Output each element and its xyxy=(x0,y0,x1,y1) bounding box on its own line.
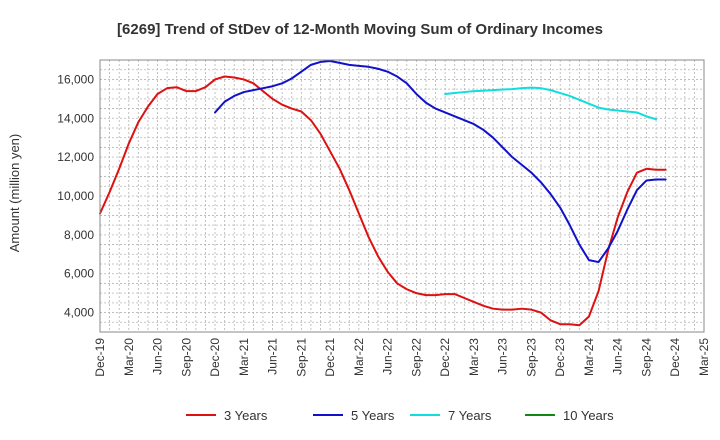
y-tick-label: 16,000 xyxy=(57,72,94,86)
y-tick-labels: 4,000 6,000 8,000 10,000 12,000 14,000 16,000 xyxy=(57,72,94,319)
y-tick-label: 14,000 xyxy=(57,111,94,125)
series-line-5-years xyxy=(214,59,667,264)
legend-label-7-years: 7 Years xyxy=(448,408,492,423)
grid-layer xyxy=(99,59,705,333)
x-tick-label: Sep-24 xyxy=(639,338,653,377)
legend-label-3-years: 3 Years xyxy=(224,408,268,423)
x-tick-label: Mar-25 xyxy=(697,338,711,376)
y-tick-label: 8,000 xyxy=(64,228,94,242)
x-tick-label: Mar-21 xyxy=(237,338,251,376)
x-tick-label: Jun-24 xyxy=(611,338,625,375)
y-tick-label: 12,000 xyxy=(57,150,94,164)
x-tick-label: Dec-22 xyxy=(438,338,452,377)
x-tick-label: Dec-20 xyxy=(208,338,222,377)
x-tick-label: Jun-21 xyxy=(266,338,280,375)
plot-frame xyxy=(99,59,705,333)
legend-label-5-years: 5 Years xyxy=(351,408,395,423)
x-tick-label: Sep-22 xyxy=(409,338,423,377)
y-tick-label: 6,000 xyxy=(64,267,94,281)
series-line-3-years xyxy=(99,75,667,327)
chart-title: [6269] Trend of StDev of 12-Month Moving… xyxy=(117,21,603,38)
y-axis-label: Amount (million yen) xyxy=(7,134,22,253)
y-tick-label: 4,000 xyxy=(64,306,94,320)
legend: 3 Years 5 Years 7 Years 10 Years xyxy=(186,408,614,423)
x-tick-label: Mar-20 xyxy=(122,338,136,376)
x-tick-label: Sep-20 xyxy=(179,338,193,377)
x-tick-label: Jun-20 xyxy=(151,338,165,375)
x-tick-label: Dec-23 xyxy=(553,338,567,377)
series-layer xyxy=(99,59,667,327)
x-tick-label: Sep-23 xyxy=(524,338,538,377)
y-tick-label: 10,000 xyxy=(57,189,94,203)
x-tick-label: Mar-23 xyxy=(467,338,481,376)
series-line-7-years xyxy=(444,86,658,121)
x-tick-label: Jun-23 xyxy=(496,338,510,375)
x-tick-label: Jun-22 xyxy=(381,338,395,375)
x-tick-label: Dec-21 xyxy=(323,338,337,377)
legend-label-10-years: 10 Years xyxy=(563,408,614,423)
x-tick-label: Sep-21 xyxy=(294,338,308,377)
x-tick-label: Mar-24 xyxy=(582,338,596,376)
x-tick-labels: Dec-19 Mar-20 Jun-20 Sep-20 Dec-20 Mar-21 Jun-… xyxy=(93,338,711,377)
x-tick-label: Dec-19 xyxy=(93,338,107,377)
x-tick-label: Mar-22 xyxy=(352,338,366,376)
x-tick-label: Dec-24 xyxy=(668,338,682,377)
